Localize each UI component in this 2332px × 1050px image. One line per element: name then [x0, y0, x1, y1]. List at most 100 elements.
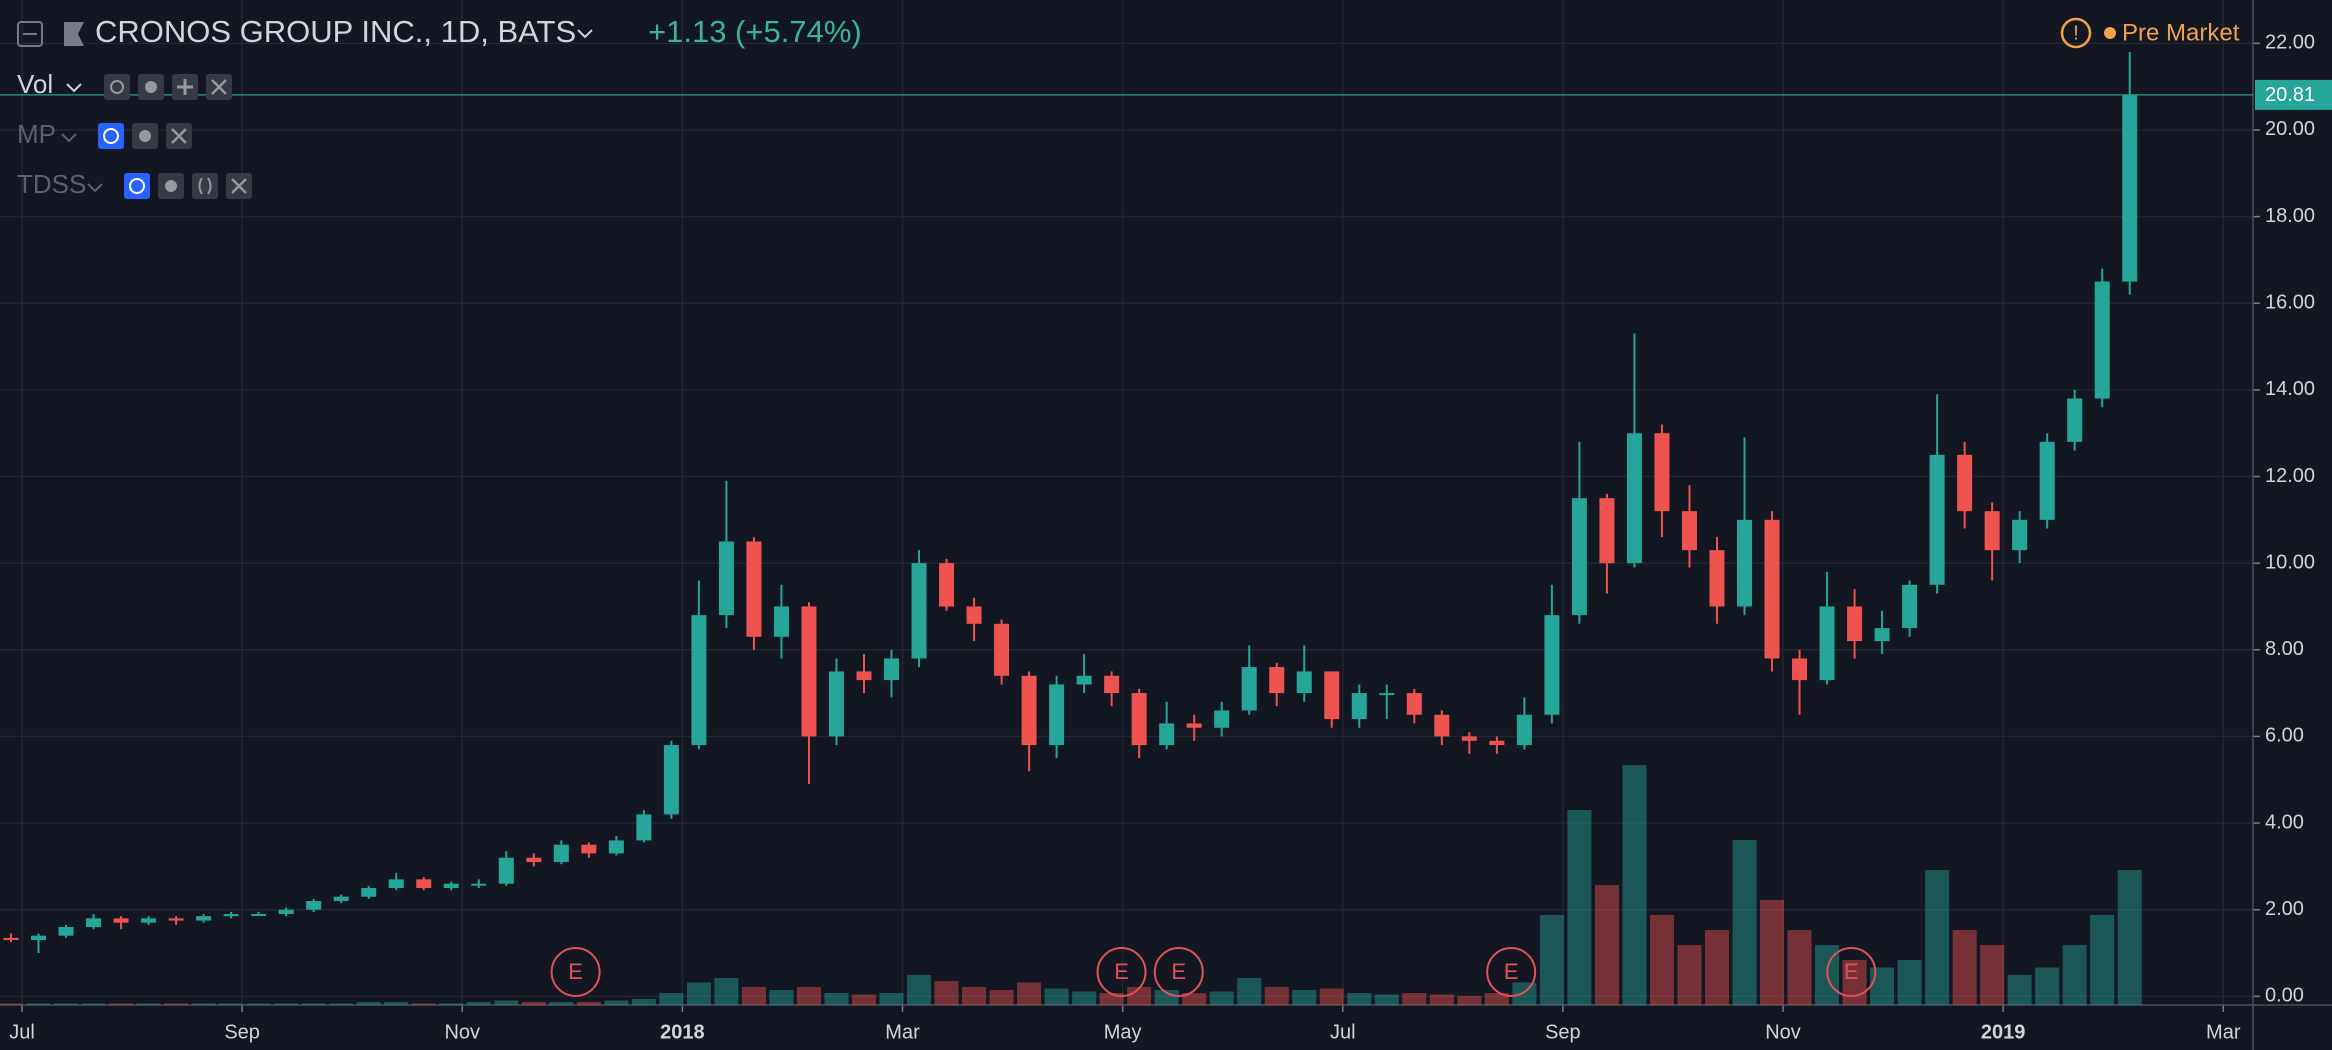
- last-price-badge: [2255, 79, 2332, 110]
- y-tick-label: 14.00: [2265, 378, 2315, 400]
- candle-body: [1489, 740, 1505, 746]
- candle-body: [994, 623, 1010, 676]
- flag-icon[interactable]: [64, 22, 84, 46]
- y-tick-label: 12.00: [2265, 465, 2315, 487]
- close-icon: [211, 79, 227, 95]
- candle-body: [1516, 714, 1532, 746]
- candle-body: [388, 879, 404, 889]
- volume-bar: [329, 1003, 354, 1005]
- earnings-label: E: [568, 959, 583, 984]
- earnings-label: E: [1504, 959, 1519, 984]
- x-tick-label: 2019: [1981, 1021, 2026, 1043]
- candle-body: [911, 563, 927, 659]
- y-tick-label: 18.00: [2265, 205, 2315, 227]
- candle-body: [1544, 615, 1560, 715]
- candle-body: [1159, 723, 1175, 746]
- candle-body: [966, 606, 982, 624]
- x-tick-label: Nov: [444, 1021, 480, 1043]
- candle-body: [801, 606, 817, 737]
- candle-body: [306, 901, 322, 910]
- candle-body: [1379, 693, 1395, 696]
- volume-bar: [1870, 967, 1895, 1005]
- candle-body: [939, 563, 955, 607]
- indicator-dropdown[interactable]: [61, 133, 77, 143]
- gear-icon: [165, 180, 177, 192]
- volume-bar: [604, 1000, 629, 1005]
- gear-icon: [145, 81, 157, 93]
- candle-body: [1764, 519, 1780, 659]
- volume-bar: [1127, 987, 1152, 1005]
- candle-body: [1654, 433, 1670, 512]
- candle-body: [1984, 511, 2000, 551]
- x-tick-label: May: [1104, 1021, 1142, 1043]
- volume-bar: [2035, 967, 2060, 1005]
- candle-body: [1351, 693, 1367, 720]
- indicator-dropdown[interactable]: [87, 183, 103, 193]
- x-tick-label: 2018: [660, 1021, 705, 1043]
- hidden-icon: [103, 128, 119, 144]
- volume-bar: [1264, 987, 1289, 1005]
- volume-bar: [136, 1003, 161, 1005]
- volume-bar: [1154, 990, 1179, 1005]
- candle-body: [498, 857, 514, 884]
- volume-bar: [1072, 991, 1097, 1005]
- indicator-name[interactable]: TDSS: [17, 169, 86, 199]
- candle-body: [1874, 628, 1890, 642]
- volume-bar: [1677, 945, 1702, 1005]
- candle-body: [1269, 667, 1285, 694]
- earnings-marker: [550, 947, 601, 997]
- candle-body: [1406, 693, 1422, 715]
- source-button[interactable]: [192, 173, 218, 199]
- warning-icon[interactable]: [2060, 17, 2092, 49]
- candle-body: [3, 937, 19, 941]
- indicator-name[interactable]: Vol: [17, 69, 53, 99]
- symbol-title[interactable]: CRONOS GROUP INC., 1D, BATS: [95, 14, 576, 49]
- candle-body: [2067, 398, 2083, 442]
- candle-body: [828, 671, 844, 737]
- earnings-marker: [1486, 947, 1537, 997]
- volume-bar: [1622, 765, 1647, 1005]
- candle-body: [636, 814, 652, 841]
- volume-bar: [686, 982, 711, 1005]
- candle-body: [1049, 684, 1065, 746]
- volume-bar: [741, 987, 766, 1005]
- visibility-button[interactable]: [104, 74, 130, 100]
- volume-bar: [466, 1002, 491, 1005]
- plus-icon: [177, 79, 193, 95]
- indicator-dropdown[interactable]: [66, 83, 82, 93]
- volume-bar: [1017, 982, 1042, 1005]
- candle-body: [2094, 281, 2110, 399]
- candle-body: [471, 883, 487, 886]
- close-icon: [231, 178, 247, 194]
- candle-body: [1709, 550, 1725, 607]
- collapse-button[interactable]: [17, 21, 43, 47]
- volume-bar: [54, 1003, 79, 1005]
- indicator-name[interactable]: MP: [17, 119, 56, 149]
- y-tick-label: 8.00: [2265, 638, 2304, 660]
- x-tick-label: Nov: [1765, 1021, 1801, 1043]
- title-dropdown[interactable]: [577, 29, 593, 39]
- candle-body: [1104, 675, 1120, 694]
- volume-bar: [1237, 978, 1262, 1005]
- hidden-button[interactable]: [124, 173, 150, 199]
- candle-body: [1599, 498, 1615, 564]
- volume-bar: [1539, 915, 1564, 1005]
- candle-body: [333, 896, 349, 902]
- y-tick-label: 20.00: [2265, 118, 2315, 140]
- volume-bar: [219, 1003, 244, 1005]
- eye-icon: [110, 80, 124, 94]
- volume-bar: [2117, 870, 2142, 1005]
- volume-bar: [907, 975, 932, 1005]
- candle-body: [1076, 675, 1092, 685]
- candle-body: [86, 918, 102, 928]
- hidden-icon: [129, 178, 145, 194]
- y-tick-label: 2.00: [2265, 898, 2304, 920]
- hidden-button[interactable]: [98, 123, 124, 149]
- candle-body: [581, 844, 597, 854]
- x-tick-label: Jul: [9, 1021, 35, 1043]
- candle-body: [1626, 433, 1642, 564]
- candle-body: [553, 844, 569, 863]
- indicator-buttons: [124, 173, 252, 199]
